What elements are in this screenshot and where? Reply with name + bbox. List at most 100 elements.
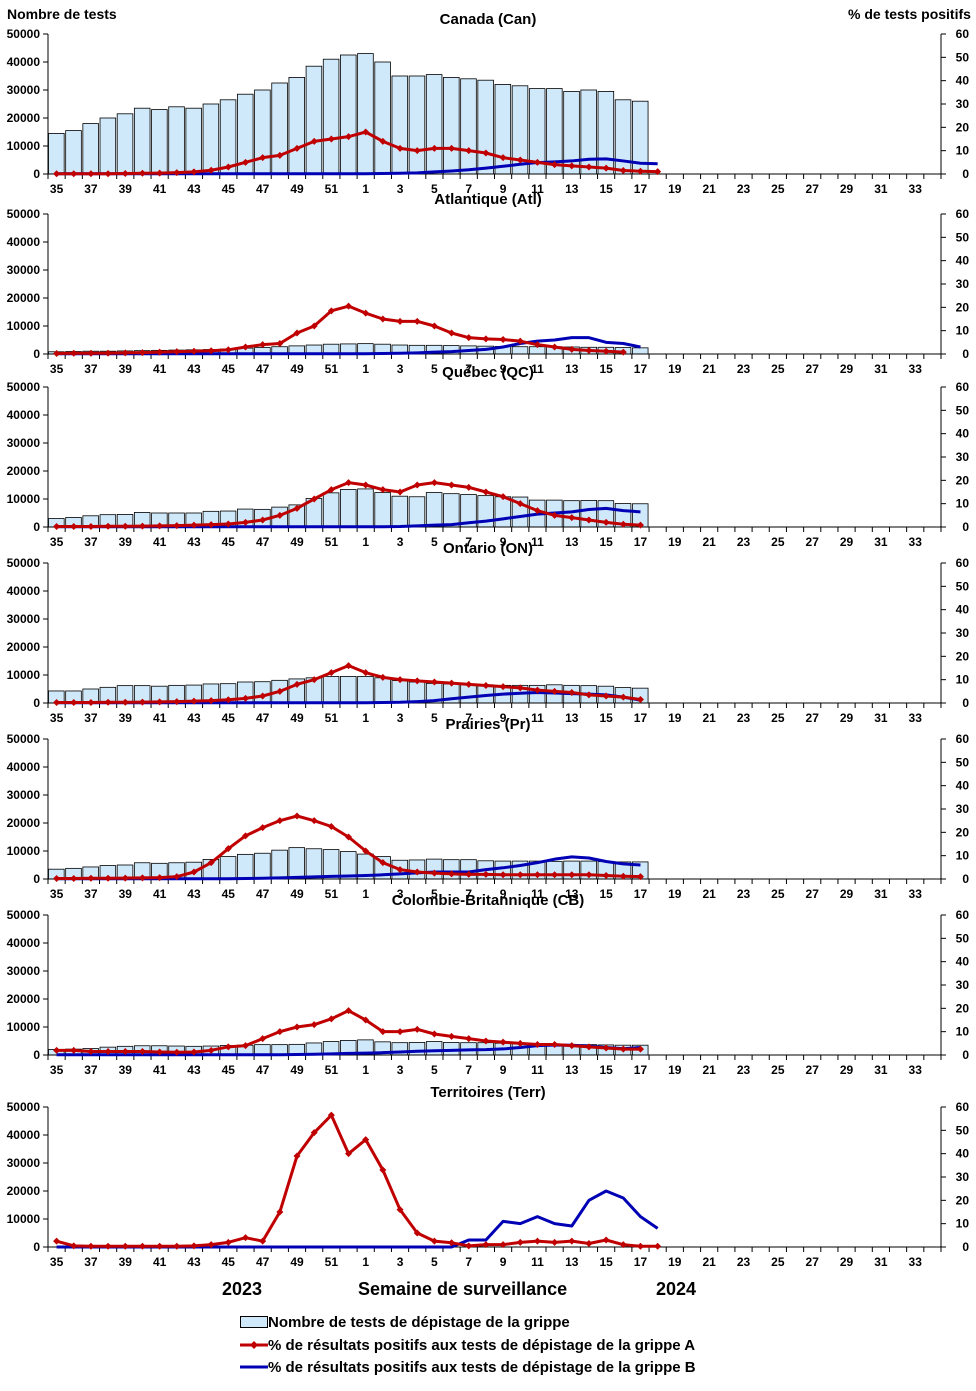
flu-a-point: [293, 680, 301, 688]
flu-a-point: [138, 169, 146, 177]
left-tick-label: 40000: [7, 235, 41, 249]
x-tick-label: 39: [119, 535, 133, 549]
flu-a-point: [156, 698, 164, 706]
flu-a-point: [173, 169, 181, 177]
flu-a-point: [654, 1242, 662, 1250]
right-tick-label: 10: [956, 1025, 970, 1039]
x-tick-label: 29: [840, 1063, 854, 1077]
bar: [597, 91, 615, 175]
right-tick-label: 0: [962, 1240, 969, 1254]
flu-a-point: [104, 698, 112, 706]
flu-a-point: [619, 348, 627, 356]
flu-a-point: [636, 1242, 644, 1250]
bar: [374, 492, 391, 528]
flu-a-point: [568, 871, 576, 879]
flu-a-point: [482, 335, 490, 343]
left-tick-label: 0: [33, 167, 40, 181]
bar: [133, 107, 151, 175]
x-tick-label: 15: [599, 887, 613, 901]
x-tick-label: 1: [362, 362, 369, 376]
bar: [116, 113, 134, 175]
bar: [408, 75, 426, 175]
x-tick-label: 3: [397, 182, 404, 196]
bar: [305, 65, 323, 175]
flu-b-line: [56, 1189, 659, 1249]
x-tick-label: 23: [737, 182, 751, 196]
x-tick-label: 25: [771, 362, 785, 376]
flu-a-point: [156, 1048, 164, 1056]
flu-a-point: [327, 823, 335, 830]
x-tick-label: 35: [50, 182, 64, 196]
flu-a-point: [327, 1111, 335, 1119]
x-tick-label: 1: [362, 182, 369, 196]
flu-a-point: [327, 669, 335, 677]
flu-a-point: [190, 521, 198, 529]
right-tick-label: 30: [956, 802, 970, 816]
flu-a-point: [345, 833, 353, 841]
flu-a-point: [138, 874, 146, 882]
flu-a-point: [396, 144, 404, 152]
flu-a-point: [207, 859, 215, 867]
bar: [580, 89, 597, 175]
flu-a-point: [482, 1241, 490, 1249]
flu-a-point: [138, 349, 146, 357]
year-2023-label: 2023: [222, 1279, 263, 1299]
x-tick-label: 47: [256, 182, 270, 196]
flu-a-point: [636, 521, 644, 529]
flu-a-point: [362, 669, 370, 677]
left-tick-label: 30000: [7, 83, 41, 97]
x-tick-label: 39: [119, 711, 133, 725]
flu-a-point: [310, 1021, 318, 1029]
flu-a-point: [585, 1240, 593, 1247]
x-tick-label: 41: [153, 182, 167, 196]
x-tick-label: 5: [431, 535, 438, 549]
flu-a-point: [190, 1242, 198, 1250]
x-tick-label: 3: [397, 1063, 404, 1077]
left-tick-label: 10000: [7, 1212, 41, 1226]
flu-a-point: [121, 874, 129, 882]
x-tick-label: 13: [565, 1063, 579, 1077]
x-tick-label: 21: [702, 887, 716, 901]
right-tick-label: 30: [956, 277, 970, 291]
flu-a-point: [551, 687, 559, 695]
bar: [322, 849, 340, 880]
x-tick-label: 39: [119, 1255, 133, 1269]
flu-a-point: [533, 341, 541, 349]
flu-a-point: [87, 874, 95, 882]
flu-a-point: [276, 511, 284, 519]
flu-a-point: [482, 149, 490, 157]
flu-a-point: [516, 871, 524, 879]
flu-a-line: [56, 304, 624, 356]
bar: [357, 53, 374, 175]
bar: [322, 676, 340, 704]
flu-a-point: [87, 349, 95, 357]
flu-a-point: [241, 694, 249, 702]
x-tick-label: 21: [702, 535, 716, 549]
flu-a-point: [121, 349, 129, 357]
right-tick-label: 20: [956, 1193, 970, 1207]
legend-flu-a-swatch: [240, 1338, 268, 1352]
x-tick-label: 35: [50, 1063, 64, 1077]
flu-a-point: [276, 151, 284, 159]
flu-a-point: [585, 871, 593, 879]
flu-a-point: [310, 137, 318, 145]
flu-a-point: [207, 166, 215, 174]
bar: [185, 107, 202, 175]
x-tick-label: 41: [153, 711, 167, 725]
x-tick-label: 1: [362, 1063, 369, 1077]
year-2024-label: 2024: [656, 1279, 697, 1299]
x-tick-label: 11: [531, 182, 544, 196]
flu-a-point: [362, 481, 370, 489]
right-tick-label: 50: [956, 50, 970, 64]
flu-a-point: [224, 163, 232, 171]
flu-a-point: [654, 168, 662, 176]
flu-a-point: [138, 522, 146, 530]
bar: [340, 54, 357, 175]
flu-a-point: [448, 679, 456, 687]
right-tick-label: 40: [956, 427, 970, 441]
left-tick-label: 10000: [7, 139, 41, 153]
left-tick-label: 20000: [7, 992, 41, 1006]
bar: [631, 347, 649, 355]
x-tick-label: 5: [431, 182, 438, 196]
